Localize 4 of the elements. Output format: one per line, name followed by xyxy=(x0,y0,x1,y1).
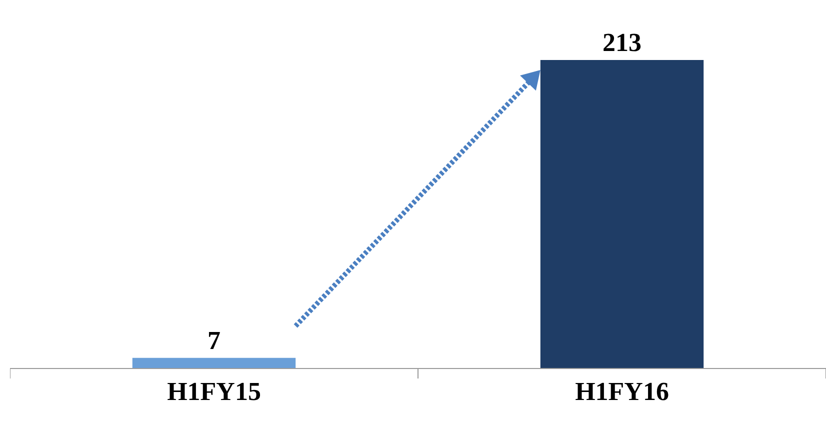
data-label: 213 xyxy=(602,28,642,58)
x-tick-label: H1FY16 xyxy=(575,377,669,406)
x-tick-label: H1FY15 xyxy=(167,377,261,406)
data-label: 7 xyxy=(208,326,220,355)
